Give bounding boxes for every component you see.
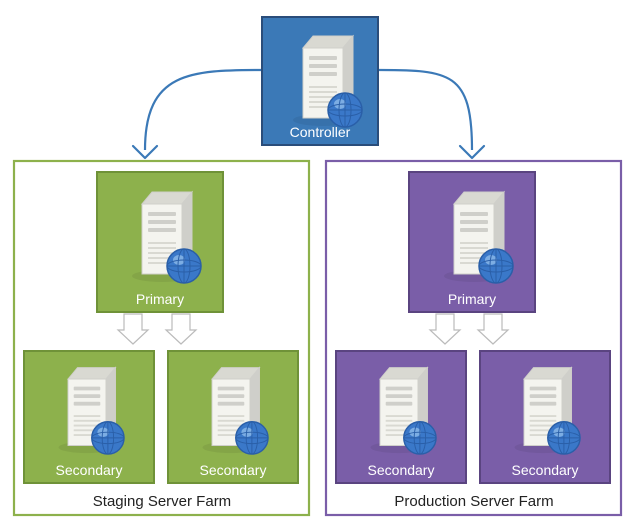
controller-node: Controller (262, 17, 378, 145)
production-primary-server-icon (444, 192, 513, 283)
flow-arrow-right (378, 70, 472, 150)
production-farm: Primary Secondary Secondary Production Serv… (326, 161, 621, 515)
production-secondary-2-label: Secondary (512, 462, 579, 478)
production-secondary-1-label: Secondary (368, 462, 435, 478)
staging-primary-node: Primary (97, 172, 223, 312)
staging-secondary-1-server-icon (59, 368, 125, 454)
globe-icon (404, 422, 436, 454)
staging-primary-label: Primary (136, 291, 184, 307)
staging-secondary-1-label: Secondary (56, 462, 123, 478)
globe-icon (167, 249, 201, 283)
staging-secondary-1-node: Secondary (24, 351, 154, 483)
globe-icon (548, 422, 580, 454)
production-primary-node: Primary (409, 172, 535, 312)
controller-server-icon (293, 36, 362, 127)
staging-primary-server-icon (132, 192, 201, 283)
production-primary-label: Primary (448, 291, 496, 307)
production-farm-label: Production Server Farm (394, 493, 553, 510)
staging-secondary-2-label: Secondary (200, 462, 267, 478)
controller-label: Controller (290, 124, 351, 140)
staging-secondary-2-node: Secondary (168, 351, 298, 483)
globe-icon (236, 422, 268, 454)
globe-icon (479, 249, 513, 283)
globe-icon (92, 422, 124, 454)
production-secondary-1-server-icon (371, 368, 437, 454)
staging-secondary-2-server-icon (203, 368, 269, 454)
flow-arrow-left (145, 70, 262, 150)
production-secondary-2-server-icon (515, 368, 581, 454)
staging-farm-label: Staging Server Farm (93, 493, 231, 510)
production-secondary-2-node: Secondary (480, 351, 610, 483)
production-secondary-1-node: Secondary (336, 351, 466, 483)
globe-icon (328, 93, 362, 127)
staging-farm: Primary Secondary Secondary Staging Server … (14, 161, 309, 515)
